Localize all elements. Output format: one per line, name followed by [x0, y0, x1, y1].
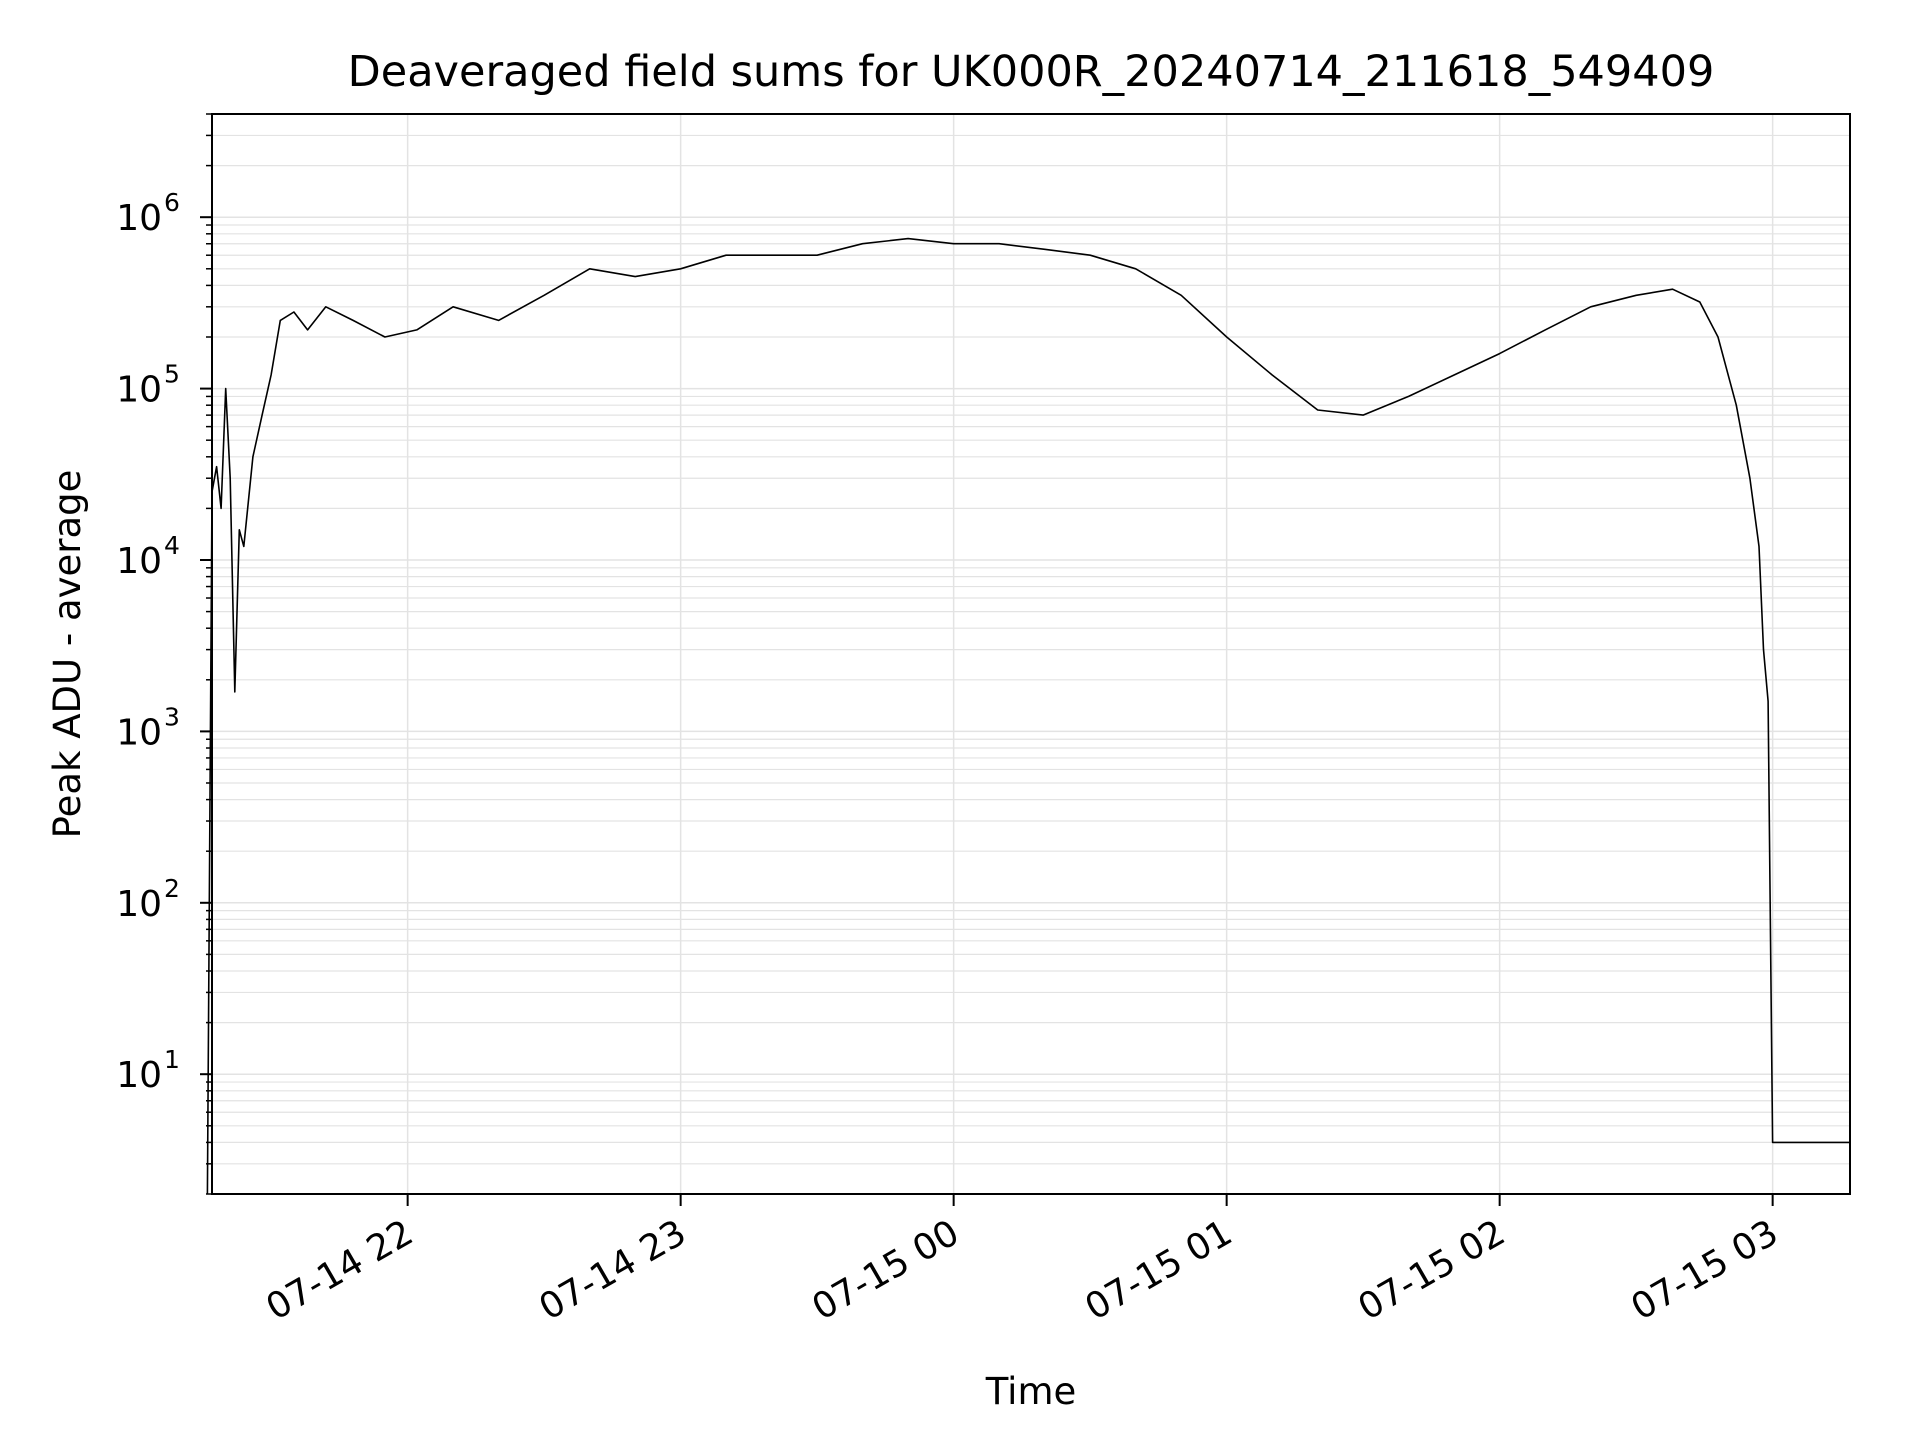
- y-axis-label: Peak ADU - average: [46, 470, 89, 839]
- y-tick-label-exponent: 6: [164, 188, 180, 217]
- grid: [212, 113, 1850, 1195]
- y-tick-label-exponent: 3: [164, 702, 180, 731]
- y-tick-label: 10: [116, 1055, 162, 1096]
- y-tick-label: 10: [116, 712, 162, 753]
- y-tick-label: 10: [116, 370, 162, 411]
- x-axis-label: Time: [985, 1370, 1077, 1413]
- plot-area: [212, 114, 1850, 1194]
- y-tick-label-exponent: 1: [164, 1045, 180, 1074]
- y-tick-label-exponent: 2: [164, 874, 180, 903]
- plot-frame: [211, 113, 1851, 1195]
- series-line: [206, 237, 1850, 1195]
- y-tick-label: 10: [116, 198, 162, 239]
- y-tick-label-exponent: 5: [164, 360, 180, 389]
- series: [206, 237, 1850, 1195]
- chart-title: Deaveraged field sums for UK000R_2024071…: [348, 47, 1715, 97]
- y-tick-label-exponent: 4: [164, 531, 180, 560]
- y-tick-label: 10: [116, 541, 162, 582]
- y-tick-label: 10: [116, 884, 162, 925]
